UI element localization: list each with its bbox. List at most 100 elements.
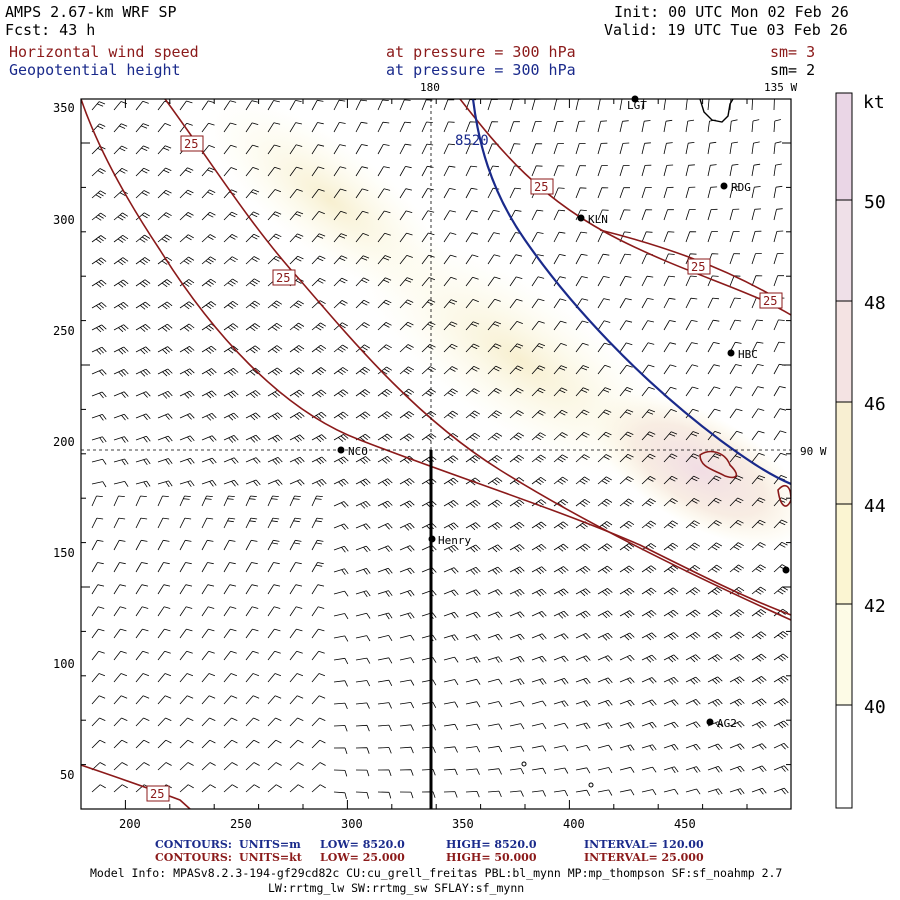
contour-label-box: 25 (759, 292, 783, 309)
wind-barb (707, 654, 723, 663)
wind-barb (663, 253, 675, 265)
contour1-label: CONTOURS: (155, 838, 232, 851)
wind-barb (135, 100, 149, 111)
axis-ticks (80, 99, 791, 810)
wind-barb (443, 723, 459, 731)
wind-barb (135, 324, 151, 332)
wind-barb (531, 343, 546, 353)
wind-barb (685, 766, 701, 773)
wind-barb (289, 495, 301, 507)
height-contour-8520m (471, 99, 791, 486)
wind-barbs (91, 99, 789, 799)
wind-barb (751, 99, 755, 111)
wind-barb (685, 699, 701, 706)
wind-barb (641, 253, 653, 265)
wind-barb (465, 121, 477, 133)
wind-barb (729, 519, 744, 529)
wind-barb (267, 434, 283, 443)
contour-50kt (777, 484, 791, 507)
wind-barb (597, 387, 612, 397)
wind-barb (135, 458, 151, 466)
wind-barb (245, 606, 259, 617)
wind-barb (465, 254, 479, 265)
y-tick-label: 250 (53, 324, 75, 338)
wind-barb (619, 520, 635, 529)
wind-barb (707, 297, 720, 309)
wind-barb (201, 650, 215, 661)
wind-barb (729, 119, 738, 133)
contour2-interval: INTERVAL= 25.000 (584, 851, 704, 864)
wind-barb (685, 721, 701, 729)
wind-barb (487, 589, 503, 596)
wind-barb (443, 500, 459, 508)
wind-barb (751, 452, 765, 463)
wind-barb (245, 167, 259, 177)
wind-barb (619, 476, 634, 485)
wind-barb (289, 762, 304, 771)
wind-barb (751, 275, 763, 287)
wind-barb (575, 655, 591, 662)
contour-25kt (164, 99, 791, 621)
wind-barb (751, 609, 767, 617)
wind-barb (399, 232, 413, 243)
wind-barb (421, 724, 437, 731)
wind-barb (135, 167, 150, 177)
wind-barb (135, 695, 150, 705)
meridian-label-180: 180 (420, 81, 440, 94)
contour-label: 25 (150, 787, 164, 801)
wind-barb (729, 788, 745, 795)
wind-barb (619, 565, 635, 574)
wind-barb (201, 435, 217, 442)
x-tick-label: 400 (563, 817, 585, 831)
wind-barb (223, 762, 238, 771)
wind-barb (773, 119, 781, 133)
x-tick-label: 300 (341, 817, 363, 831)
wind-barb (421, 210, 435, 221)
wind-barb (707, 676, 723, 685)
wind-barb (487, 432, 503, 441)
wind-barb (201, 278, 217, 287)
wind-barb (179, 100, 193, 111)
wind-barb (443, 567, 459, 574)
wind-barb (421, 321, 436, 331)
wind-barb (355, 233, 369, 243)
wind-barb (223, 435, 239, 443)
wind-barb (333, 233, 348, 243)
wind-barb (729, 609, 745, 618)
wind-barb (729, 698, 745, 707)
wind-barb (487, 298, 501, 309)
wind-barb (707, 631, 723, 640)
wind-barb (135, 606, 149, 617)
wind-barb (157, 717, 172, 727)
wind-barb (575, 476, 591, 485)
wind-barb (597, 276, 610, 287)
coastline (699, 99, 734, 123)
wind-barb (179, 562, 192, 573)
wind-barb (531, 209, 544, 221)
wind-barb (355, 299, 370, 309)
y-tick-label: 100 (53, 657, 75, 671)
wind-barb (685, 542, 701, 551)
wind-barb (201, 457, 217, 465)
colorbar-bin (836, 402, 852, 504)
wind-barb (729, 497, 744, 507)
wind-barb (245, 122, 259, 133)
wind-barb (157, 628, 171, 639)
wind-barb (267, 673, 282, 683)
wind-barb (421, 299, 436, 309)
wind-barb (685, 275, 697, 287)
wind-barb (707, 364, 720, 375)
wind-barb (267, 233, 282, 243)
wind-barb (465, 566, 481, 575)
wind-barb (641, 744, 657, 751)
wind-barb (575, 120, 586, 133)
wind-barb (597, 632, 613, 641)
wind-barb (443, 388, 458, 397)
wind-barb (509, 499, 525, 508)
wind-barb (619, 298, 632, 309)
wind-barb (223, 100, 237, 111)
wind-barb (729, 364, 742, 375)
contour-label: 25 (763, 294, 777, 308)
contour1-units: UNITS=m (239, 838, 301, 851)
wind-barb (201, 368, 217, 377)
